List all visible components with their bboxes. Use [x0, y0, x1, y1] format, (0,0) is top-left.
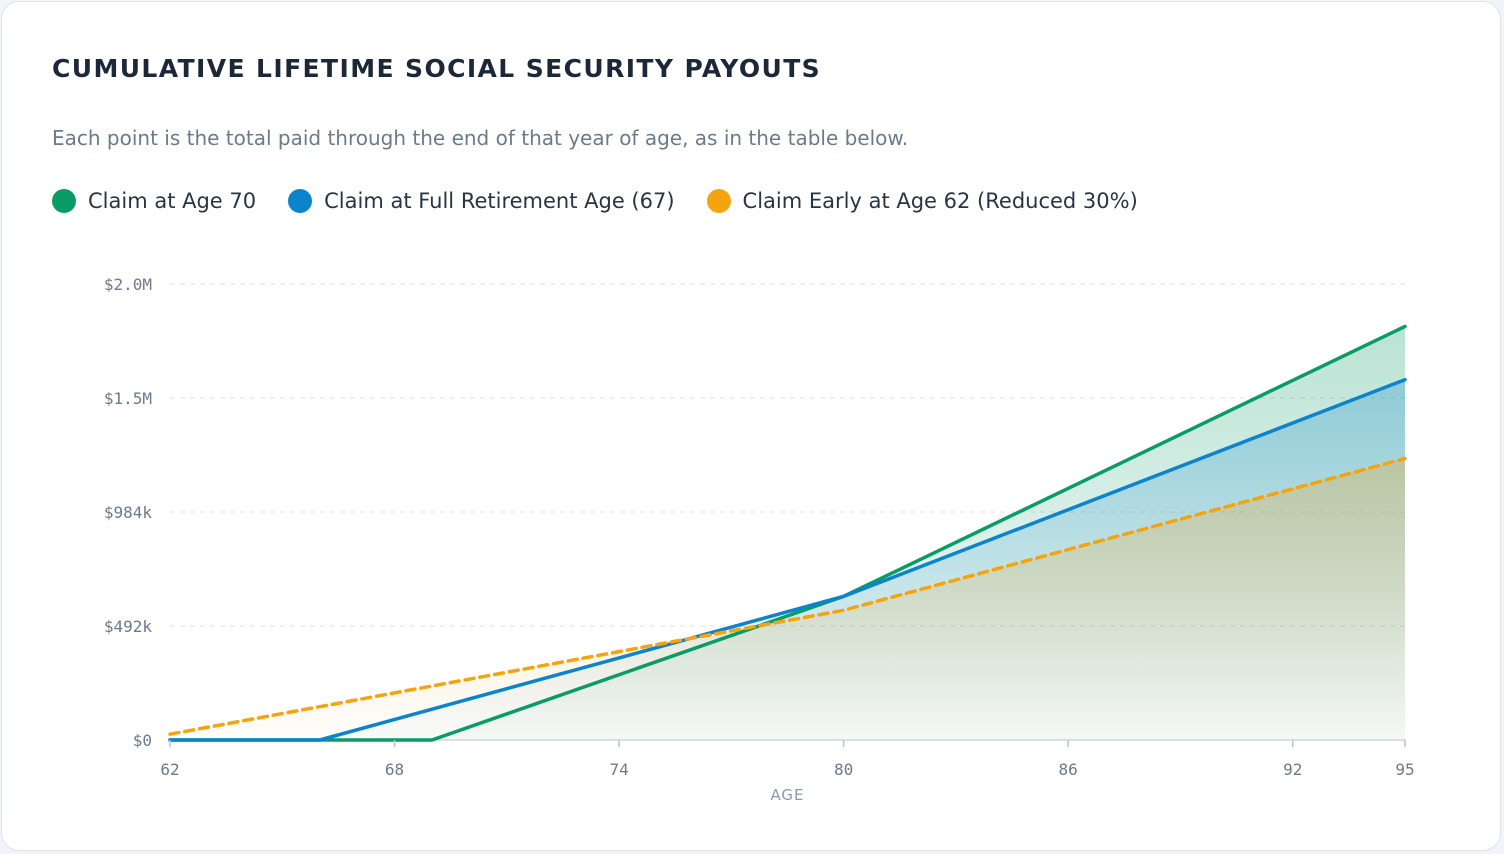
y-tick-label: $2.0M: [104, 275, 152, 294]
legend-label-age-70: Claim at Age 70: [88, 189, 257, 213]
y-tick-label: $0: [133, 731, 152, 750]
legend-dot-fra-67: [288, 189, 313, 213]
legend-label-fra-67: Claim at Full Retirement Age (67): [324, 189, 675, 213]
legend-item-early-62[interactable]: Claim Early at Age 62 (Reduced 30%): [706, 189, 1138, 213]
area-fill-series-2: [170, 458, 1405, 740]
legend-item-fra-67[interactable]: Claim at Full Retirement Age (67): [288, 189, 675, 213]
x-tick-label: 80: [834, 760, 853, 779]
x-tick-label: 74: [609, 760, 628, 779]
x-tick-label: 62: [160, 760, 179, 779]
legend-item-age-70[interactable]: Claim at Age 70: [52, 189, 256, 213]
legend-dot-age-70: [52, 189, 76, 213]
y-tick-label: $984k: [104, 503, 153, 522]
x-tick-label: 92: [1283, 760, 1302, 779]
x-tick-label: 95: [1395, 760, 1414, 779]
chart-legend: Claim at Age 70 Claim at Full Retirement…: [52, 189, 1138, 213]
chart-title: CUMULATIVE LIFETIME SOCIAL SECURITY PAYO…: [52, 54, 822, 83]
y-tick-label: $1.5M: [104, 389, 152, 408]
series-line-2: [168, 456, 1407, 736]
series-line-1: [168, 377, 1407, 742]
legend-dot-early-62: [706, 189, 731, 213]
y-tick-label: $492k: [104, 617, 153, 636]
x-tick-label: 68: [385, 760, 404, 779]
legend-label-early-62: Claim Early at Age 62 (Reduced 30%): [742, 189, 1138, 213]
x-tick-label: 86: [1059, 760, 1078, 779]
x-axis-title: AGE: [770, 786, 804, 804]
chart-subtitle: Each point is the total paid through the…: [52, 126, 909, 150]
